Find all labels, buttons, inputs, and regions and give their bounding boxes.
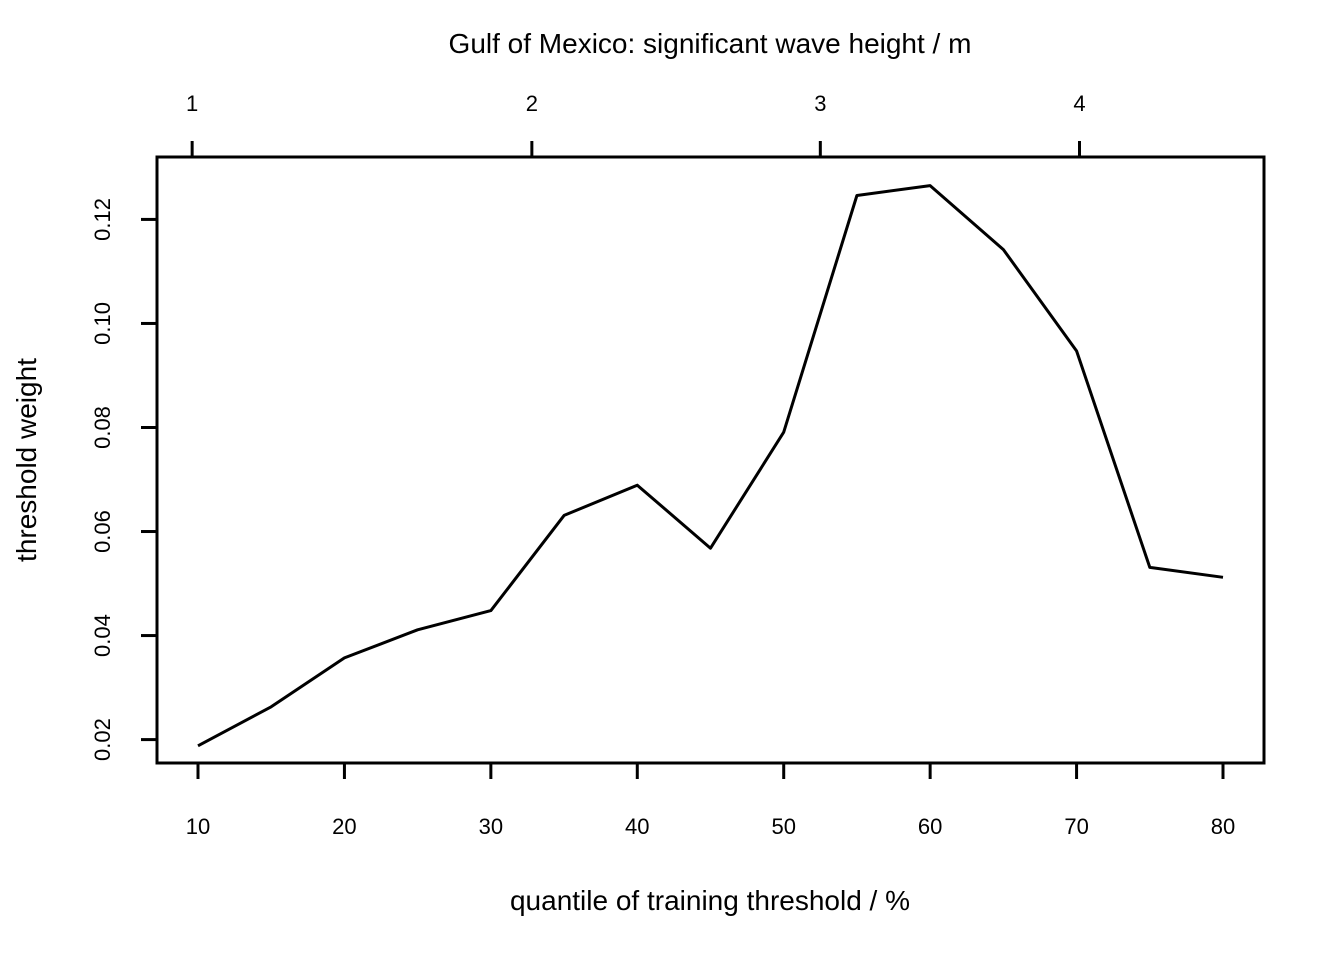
y-axis-title: threshold weight [11, 358, 42, 562]
x-tick-label: 30 [479, 814, 503, 839]
top-tick-label: 3 [814, 91, 826, 116]
y-tick-label: 0.08 [90, 406, 115, 449]
y-tick-label: 0.06 [90, 510, 115, 553]
top-axis-title: Gulf of Mexico: significant wave height … [449, 28, 972, 59]
y-tick-label: 0.02 [90, 718, 115, 761]
x-tick-label: 60 [918, 814, 942, 839]
top-tick-label: 1 [186, 91, 198, 116]
x-tick-label: 20 [332, 814, 356, 839]
top-tick-label: 4 [1073, 91, 1085, 116]
x-tick-label: 40 [625, 814, 649, 839]
x-tick-label: 10 [186, 814, 210, 839]
x-tick-label: 50 [771, 814, 795, 839]
y-axis: 0.02 0.04 0.06 0.08 0.10 0.12 [90, 198, 159, 761]
y-tick-label: 0.12 [90, 198, 115, 241]
y-tick-label: 0.10 [90, 302, 115, 345]
x-tick-label: 80 [1211, 814, 1235, 839]
x-axis-title: quantile of training threshold / % [510, 885, 910, 916]
top-axis: 1 2 3 4 [186, 91, 1086, 159]
top-tick-label: 2 [526, 91, 538, 116]
y-tick-label: 0.04 [90, 614, 115, 657]
x-axis: 10 20 30 40 50 60 70 80 [186, 761, 1235, 839]
x-tick-label: 70 [1064, 814, 1088, 839]
series-line [197, 184, 1224, 748]
